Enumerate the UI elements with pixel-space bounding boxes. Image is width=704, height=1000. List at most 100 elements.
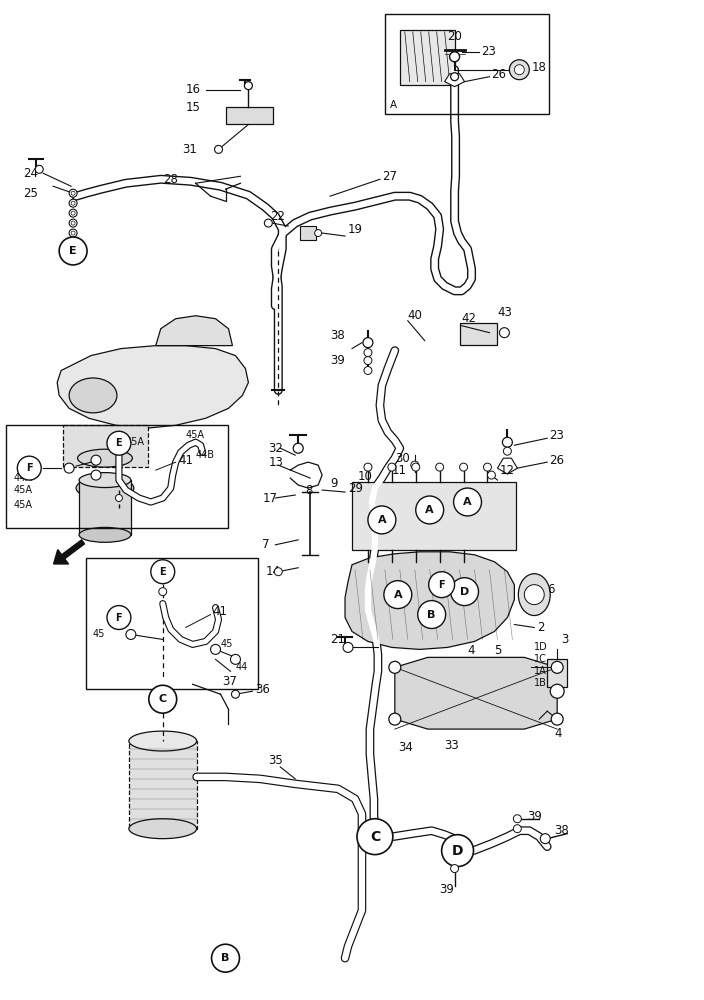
Circle shape — [71, 231, 75, 235]
Text: E: E — [69, 246, 77, 256]
Text: A: A — [394, 590, 402, 600]
Text: 21: 21 — [330, 633, 345, 646]
Bar — [225, 107, 273, 124]
Text: 1C: 1C — [534, 654, 547, 664]
Circle shape — [460, 463, 467, 471]
Circle shape — [91, 455, 101, 465]
Circle shape — [363, 338, 373, 348]
Text: 30: 30 — [395, 452, 410, 465]
Circle shape — [551, 661, 563, 673]
Text: A: A — [390, 100, 397, 110]
Circle shape — [151, 560, 175, 584]
Circle shape — [69, 219, 77, 227]
Circle shape — [18, 456, 42, 480]
Bar — [63, 425, 148, 467]
Text: B: B — [427, 610, 436, 620]
Circle shape — [384, 581, 412, 609]
Circle shape — [107, 606, 131, 629]
Circle shape — [524, 585, 544, 605]
Circle shape — [364, 349, 372, 357]
FancyArrow shape — [54, 540, 84, 564]
Ellipse shape — [79, 473, 131, 488]
Circle shape — [551, 684, 564, 698]
Circle shape — [215, 145, 222, 153]
Text: 6: 6 — [547, 583, 555, 596]
Text: 12: 12 — [499, 464, 515, 477]
Bar — [300, 226, 316, 240]
Circle shape — [389, 713, 401, 725]
Text: 19: 19 — [348, 223, 363, 236]
Circle shape — [343, 642, 353, 652]
Text: 22: 22 — [270, 210, 285, 223]
Text: 39: 39 — [527, 810, 542, 823]
Text: 42: 42 — [462, 312, 477, 325]
Text: D: D — [452, 844, 463, 858]
Text: 14: 14 — [265, 565, 280, 578]
Circle shape — [515, 65, 524, 75]
Ellipse shape — [129, 731, 196, 751]
Text: 34: 34 — [398, 741, 413, 754]
Text: 45A: 45A — [186, 430, 205, 440]
Circle shape — [364, 367, 372, 374]
Bar — [400, 30, 455, 85]
Text: 45A: 45A — [126, 437, 145, 447]
Circle shape — [503, 437, 513, 447]
Bar — [385, 14, 549, 114]
Circle shape — [368, 506, 396, 534]
Text: 33: 33 — [445, 739, 460, 752]
Circle shape — [540, 834, 551, 844]
Circle shape — [315, 230, 322, 237]
Circle shape — [450, 52, 460, 62]
Text: 32: 32 — [268, 442, 283, 455]
Circle shape — [451, 865, 458, 873]
Text: 44: 44 — [235, 662, 248, 672]
Circle shape — [487, 471, 496, 479]
Circle shape — [451, 73, 458, 81]
Text: 3: 3 — [561, 633, 569, 646]
Text: 5: 5 — [494, 644, 502, 657]
Circle shape — [389, 661, 401, 673]
Circle shape — [159, 588, 167, 596]
Bar — [460, 323, 498, 345]
Ellipse shape — [69, 378, 117, 413]
Text: F: F — [26, 463, 32, 473]
Text: 45A: 45A — [13, 500, 32, 510]
Text: 13: 13 — [268, 456, 283, 469]
Text: 1D: 1D — [534, 642, 548, 652]
Text: 45: 45 — [220, 639, 233, 649]
Circle shape — [412, 463, 420, 471]
Bar — [86, 558, 258, 689]
Text: 26: 26 — [549, 454, 564, 467]
Text: 38: 38 — [330, 329, 345, 342]
Circle shape — [357, 819, 393, 855]
Circle shape — [364, 463, 372, 471]
Text: 1: 1 — [554, 661, 562, 674]
Text: F: F — [439, 580, 445, 590]
Text: 1A: 1A — [534, 666, 547, 676]
Circle shape — [551, 713, 563, 725]
Polygon shape — [156, 316, 232, 346]
Text: 23: 23 — [549, 429, 564, 442]
Circle shape — [436, 463, 444, 471]
Text: 16: 16 — [186, 83, 201, 96]
Ellipse shape — [79, 527, 131, 542]
Polygon shape — [57, 346, 249, 428]
Circle shape — [69, 199, 77, 207]
Circle shape — [230, 654, 241, 664]
Ellipse shape — [77, 449, 132, 467]
Circle shape — [69, 189, 77, 197]
Circle shape — [69, 229, 77, 237]
Circle shape — [59, 237, 87, 265]
Circle shape — [71, 221, 75, 225]
Circle shape — [417, 601, 446, 628]
Text: 35: 35 — [268, 754, 283, 767]
Circle shape — [275, 568, 282, 576]
Circle shape — [64, 463, 74, 473]
Text: 31: 31 — [182, 143, 198, 156]
Text: 15: 15 — [186, 101, 201, 114]
Circle shape — [484, 463, 491, 471]
Bar — [547, 659, 567, 687]
Circle shape — [244, 82, 253, 90]
Circle shape — [91, 470, 101, 480]
Circle shape — [35, 165, 43, 173]
